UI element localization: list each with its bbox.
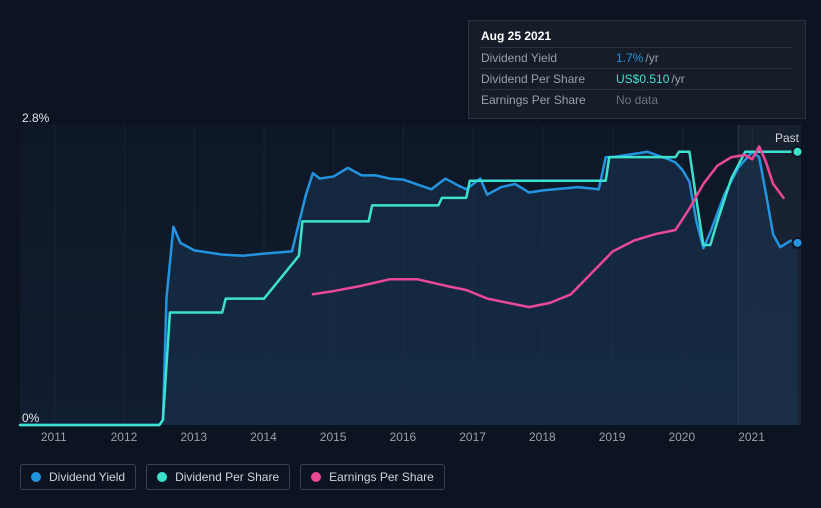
legend-swatch-icon: [311, 472, 321, 482]
chart-legend: Dividend Yield Dividend Per Share Earnings…: [20, 464, 445, 490]
tooltip-row-value: 1.7%: [616, 51, 643, 65]
tooltip-date: Aug 25 2021: [481, 29, 793, 43]
x-axis-tick-label: 2012: [111, 430, 138, 444]
past-label: Past: [775, 131, 799, 145]
x-axis-tick-label: 2014: [250, 430, 277, 444]
legend-label: Dividend Per Share: [175, 470, 279, 484]
tooltip-row: Earnings Per ShareNo data: [481, 89, 793, 110]
tooltip-row: Dividend Per ShareUS$0.510/yr: [481, 68, 793, 89]
tooltip-row-value: No data: [616, 93, 658, 107]
y-axis-tick-label: 2.8%: [22, 111, 49, 125]
legend-swatch-icon: [157, 472, 167, 482]
legend-label: Earnings Per Share: [329, 470, 434, 484]
x-axis-tick-label: 2011: [41, 430, 67, 444]
tooltip-row-label: Earnings Per Share: [481, 93, 616, 107]
tooltip-row-suffix: /yr: [645, 51, 658, 65]
legend-item[interactable]: Dividend Yield: [20, 464, 136, 490]
x-axis-tick-label: 2017: [459, 430, 486, 444]
tooltip-row: Dividend Yield1.7%/yr: [481, 47, 793, 68]
legend-swatch-icon: [31, 472, 41, 482]
x-axis-tick-label: 2013: [180, 430, 207, 444]
x-axis-tick-label: 2015: [320, 430, 347, 444]
legend-item[interactable]: Dividend Per Share: [146, 464, 290, 490]
x-axis-tick-label: 2018: [529, 430, 556, 444]
x-axis-tick-label: 2019: [599, 430, 626, 444]
x-axis-tick-label: 2020: [668, 430, 695, 444]
tooltip-row-value: US$0.510: [616, 72, 669, 86]
legend-item[interactable]: Earnings Per Share: [300, 464, 445, 490]
chart-tooltip: Aug 25 2021 Dividend Yield1.7%/yrDividen…: [468, 20, 806, 119]
x-axis-tick-label: 2016: [390, 430, 417, 444]
tooltip-row-suffix: /yr: [671, 72, 684, 86]
dividend-chart: Past Aug 25 2021 Dividend Yield1.7%/yrDi…: [0, 0, 821, 508]
legend-label: Dividend Yield: [49, 470, 125, 484]
y-axis-tick-label: 0%: [22, 411, 39, 425]
tooltip-row-label: Dividend Per Share: [481, 72, 616, 86]
x-axis-tick-label: 2021: [738, 430, 765, 444]
tooltip-row-label: Dividend Yield: [481, 51, 616, 65]
